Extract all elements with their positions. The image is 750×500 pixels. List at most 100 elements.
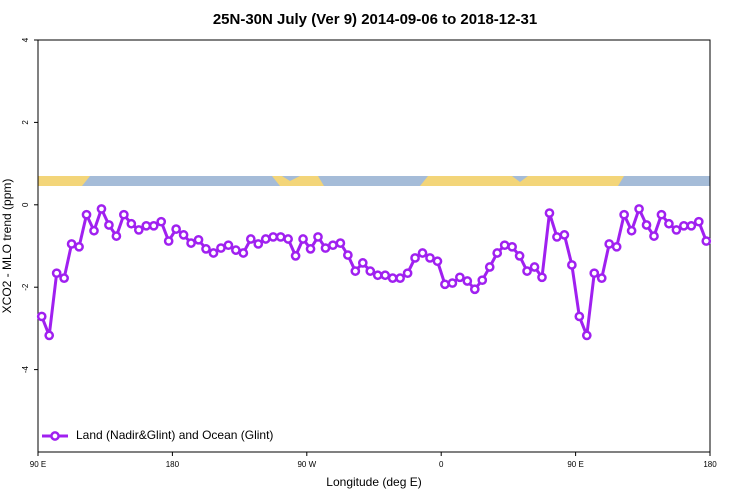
data-point	[343, 250, 353, 260]
data-point	[529, 262, 540, 272]
x-axis-label: Longitude (deg E)	[326, 475, 421, 489]
data-point	[402, 268, 413, 279]
data-point	[372, 270, 383, 281]
data-point	[484, 262, 495, 272]
data-point	[365, 266, 376, 276]
data-point	[417, 248, 428, 258]
data-point	[559, 230, 570, 240]
data-point	[641, 220, 652, 230]
data-point	[634, 204, 644, 214]
data-point	[522, 266, 532, 276]
x-tick-label: 90 W	[297, 460, 316, 469]
data-point	[350, 266, 361, 276]
data-point	[66, 239, 77, 249]
data-point	[477, 275, 488, 286]
data-point	[619, 209, 629, 220]
data-point	[469, 284, 480, 295]
data-point	[514, 251, 525, 261]
data-point	[305, 244, 316, 254]
data-point	[425, 253, 435, 263]
data-point	[156, 216, 167, 227]
data-point	[410, 253, 420, 263]
data-point	[380, 270, 391, 281]
chart-title: 25N-30N July (Ver 9) 2014-09-06 to 2018-…	[213, 11, 537, 28]
x-tick-label: 0	[439, 460, 444, 469]
x-tick-label: 180	[166, 460, 180, 469]
land-strip	[272, 176, 324, 186]
data-point	[245, 234, 256, 244]
data-point	[133, 225, 144, 235]
data-point	[163, 236, 174, 246]
data-point	[298, 234, 308, 244]
ocean-strip	[38, 176, 710, 186]
data-point	[89, 225, 99, 236]
legend-label: Land (Nadir&Glint) and Ocean (Glint)	[76, 428, 273, 442]
data-point	[604, 239, 615, 249]
data-point	[693, 216, 704, 227]
data-point	[253, 239, 264, 249]
data-point	[626, 225, 637, 236]
y-tick-label: -2	[21, 283, 30, 291]
data-point	[671, 225, 682, 235]
data-point	[574, 311, 585, 322]
data-point	[44, 330, 55, 341]
data-point	[283, 234, 293, 244]
data-point	[596, 273, 607, 283]
data-point	[268, 232, 279, 242]
data-point	[686, 220, 697, 231]
data-point	[59, 273, 69, 283]
land-mask	[38, 176, 710, 186]
data-point	[552, 232, 562, 242]
data-point	[581, 330, 592, 341]
data-point	[589, 268, 600, 279]
data-point	[432, 256, 443, 267]
data-point	[544, 208, 555, 218]
data-point	[290, 251, 301, 261]
data-point	[656, 209, 667, 220]
y-tick-label: 4	[21, 37, 30, 42]
data-point	[96, 204, 107, 214]
legend-marker	[50, 431, 60, 441]
data-point	[126, 218, 137, 229]
data-point	[238, 248, 249, 258]
data-point	[328, 240, 338, 251]
y-tick-label: 2	[21, 120, 30, 125]
data-point	[193, 234, 204, 245]
data-point	[148, 220, 159, 231]
data-point	[395, 273, 405, 283]
data-point	[701, 236, 712, 246]
data-point	[178, 230, 189, 240]
data-point	[664, 218, 674, 229]
data-point	[231, 245, 241, 255]
data-point	[455, 272, 465, 283]
x-tick-label: 90 E	[567, 460, 583, 469]
data-point	[649, 231, 659, 241]
data-point	[201, 244, 211, 254]
data-point	[679, 220, 689, 231]
data-point	[447, 278, 458, 288]
data-point	[499, 240, 510, 251]
data-point	[208, 248, 219, 258]
y-tick-label: 0	[21, 202, 30, 207]
data-point	[119, 209, 129, 220]
data-point	[111, 231, 122, 241]
data-point	[440, 279, 450, 290]
data-point	[567, 260, 577, 270]
y-axis-label: XCO2 - MLO trend (ppm)	[0, 179, 14, 314]
data-point	[313, 232, 323, 242]
data-point	[275, 232, 286, 242]
data-point	[462, 276, 473, 286]
data-point	[611, 241, 622, 252]
data-point	[36, 311, 47, 322]
data-point	[104, 220, 114, 230]
data-point	[357, 258, 368, 268]
data-point	[537, 272, 547, 283]
data-point	[216, 243, 226, 253]
data-point	[171, 224, 181, 234]
data-point	[141, 220, 152, 231]
data-point	[335, 238, 346, 248]
data-point	[51, 268, 62, 279]
x-tick-label: 180	[703, 460, 717, 469]
plot-frame	[37, 39, 711, 453]
